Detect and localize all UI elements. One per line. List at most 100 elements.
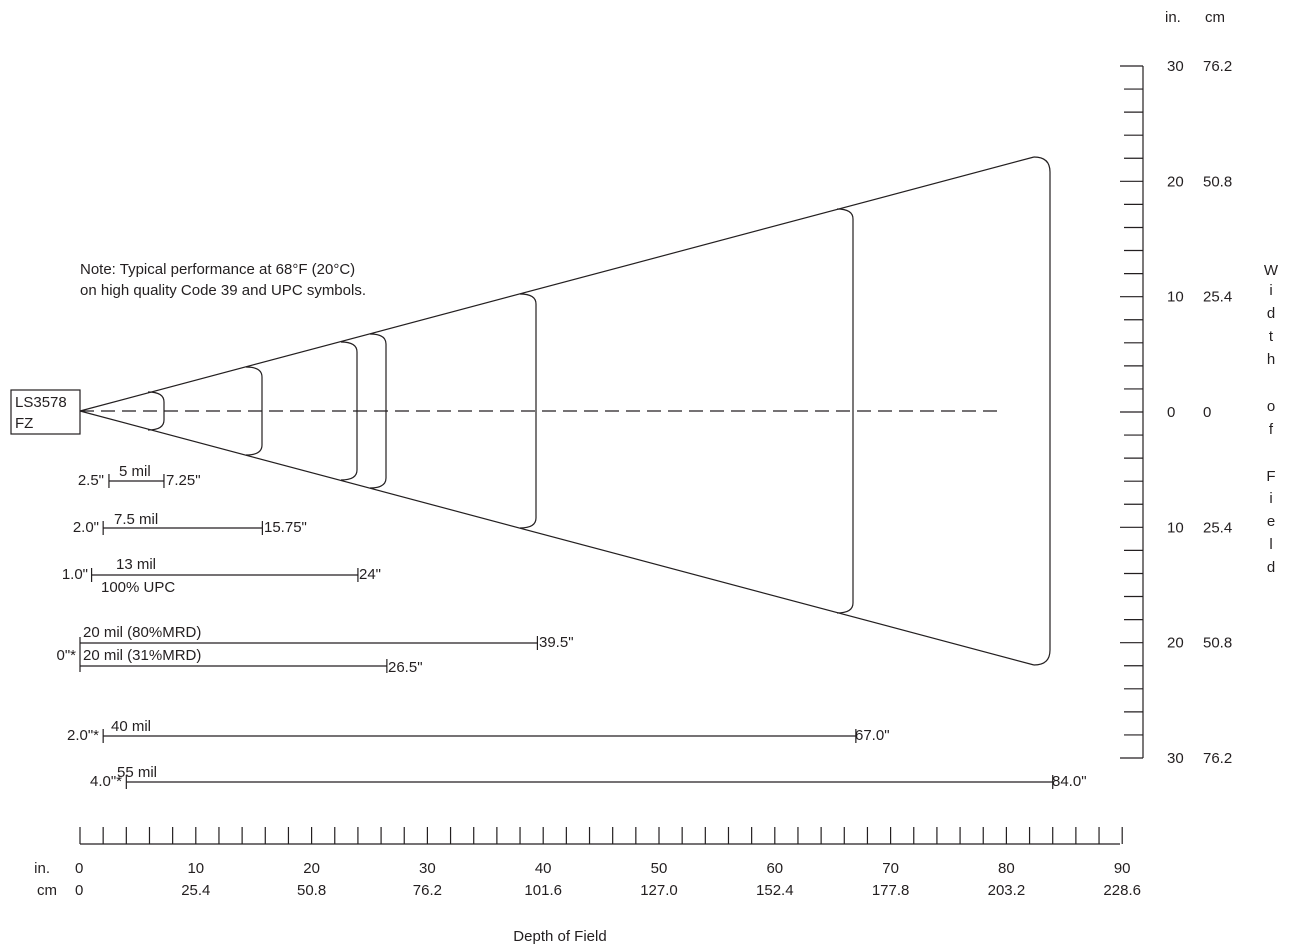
range-start-label: 2.5" [78, 472, 104, 489]
depth-axis: in. cm 0 0 10 25.4 20 50.8 30 76.2 40 101.6 50 127.… [34, 827, 1141, 945]
range-end-label: 15.75" [264, 519, 307, 536]
depth-tick-label-cm: 203.2 [988, 882, 1026, 899]
range-start-label: 0"* [56, 647, 76, 664]
beam-lower-edge [79, 410, 1035, 666]
width-axis-title-char: F [1266, 468, 1275, 485]
range-label: 7.5 mil [114, 511, 158, 528]
depth-tick-label-in: 60 [766, 860, 783, 877]
depth-tick-label-in: 80 [998, 860, 1015, 877]
width-axis-title-char: i [1269, 490, 1272, 507]
width-axis-title-char: h [1267, 351, 1275, 368]
range-20mil-31mrd: 20 mil (31%MRD) 26.5" [79, 637, 423, 676]
width-axis-title-char: o [1267, 398, 1275, 415]
range-40mil: 2.0"* 40 mil 67.0" [67, 718, 890, 744]
beam-boundary-20mil-80mrd [519, 293, 537, 529]
depth-axis-labels: 0 0 10 25.4 20 50.8 30 76.2 40 101.6 50 127.0 60 152.… [75, 860, 1141, 899]
range-label: 55 mil [117, 764, 157, 781]
depth-tick-label-in: 20 [303, 860, 320, 877]
width-tick-label-in: 20 [1167, 173, 1184, 190]
depth-axis-unit-in: in. [34, 860, 50, 877]
beam-boundary-40mil [836, 208, 854, 614]
depth-tick-label-in: 50 [651, 860, 668, 877]
depth-axis-title: Depth of Field [513, 928, 606, 945]
width-tick-label-in: 10 [1167, 519, 1184, 536]
width-axis-title-char: t [1269, 328, 1274, 345]
range-end-label: 24" [359, 566, 381, 583]
range-sublabel: 100% UPC [101, 579, 175, 596]
beam-boundary-7-5mil [245, 366, 263, 456]
depth-tick-label-in: 90 [1114, 860, 1131, 877]
beam-boundary-13mil [340, 341, 358, 481]
width-tick-label-in: 0 [1167, 404, 1175, 421]
scan-beam [79, 156, 1051, 666]
range-7-5mil: 2.0" 7.5 mil 15.75" [73, 511, 307, 536]
width-tick-label-in: 30 [1167, 58, 1184, 75]
range-end-label: 39.5" [539, 634, 574, 651]
width-tick-label-cm: 25.4 [1203, 519, 1232, 536]
width-axis-title-char: d [1267, 559, 1275, 576]
depth-tick-label-cm: 127.0 [640, 882, 678, 899]
width-tick-label-cm: 50.8 [1203, 173, 1232, 190]
range-label: 13 mil [116, 556, 156, 573]
depth-tick-label-in: 30 [419, 860, 436, 877]
scanner-model: LS3578 [15, 394, 67, 411]
scanner-label-box: LS3578 FZ [10, 389, 81, 435]
width-axis-ticks [1120, 65, 1143, 759]
range-label: 40 mil [111, 718, 151, 735]
width-tick-label-cm: 50.8 [1203, 635, 1232, 652]
beam-boundary-20mil-31mrd [369, 333, 387, 489]
width-axis-title-char: i [1269, 282, 1272, 299]
range-5mil: 2.5" 5 mil 7.25" [78, 463, 201, 489]
depth-tick-label-in: 70 [882, 860, 899, 877]
depth-tick-label-cm: 152.4 [756, 882, 794, 899]
range-label: 5 mil [119, 463, 151, 480]
width-axis-unit-cm: cm [1205, 9, 1225, 26]
width-axis-title-char: d [1267, 305, 1275, 322]
depth-tick-label-cm: 25.4 [181, 882, 210, 899]
range-label: 20 mil (80%MRD) [83, 624, 201, 641]
depth-tick-label-cm: 76.2 [413, 882, 442, 899]
scanner-suffix: FZ [15, 415, 33, 432]
range-end-label: 7.25" [166, 472, 201, 489]
width-axis-unit-in: in. [1165, 9, 1181, 26]
depth-tick-label-cm: 0 [75, 882, 83, 899]
width-tick-label-cm: 25.4 [1203, 289, 1232, 306]
depth-tick-label-in: 10 [187, 860, 204, 877]
range-start-label: 2.0"* [67, 727, 99, 744]
width-tick-label-in: 30 [1167, 750, 1184, 767]
width-axis: in. cm 30 76.220 50.810 25.40 010 25.420 50.83… [1120, 9, 1279, 767]
width-axis-title-char: W [1264, 262, 1279, 279]
range-13mil: 1.0" 13 mil 100% UPC 24" [62, 556, 381, 596]
beam-upper-edge [79, 156, 1035, 412]
range-label: 20 mil (31%MRD) [83, 647, 201, 664]
width-axis-title-char: e [1267, 513, 1275, 530]
depth-tick-label-cm: 228.6 [1103, 882, 1141, 899]
range-start-label: 4.0"* [90, 773, 122, 790]
depth-tick-label-in: 0 [75, 860, 83, 877]
width-tick-label-in: 10 [1167, 289, 1184, 306]
note-line-1: Note: Typical performance at 68°F (20°C) [80, 261, 355, 278]
range-end-label: 26.5" [388, 659, 423, 676]
range-end-label: 84.0" [1052, 773, 1087, 790]
depth-tick-label-cm: 101.6 [524, 882, 562, 899]
range-55mil: 4.0"* 55 mil 84.0" [90, 764, 1087, 790]
width-tick-label-cm: 76.2 [1203, 58, 1232, 75]
depth-axis-unit-cm: cm [37, 882, 57, 899]
range-start-label: 1.0" [62, 566, 88, 583]
width-axis-title-char: l [1269, 536, 1272, 553]
note-line-2: on high quality Code 39 and UPC symbols. [80, 282, 366, 299]
depth-axis-ticks [79, 827, 1123, 844]
depth-tick-label-in: 40 [535, 860, 552, 877]
width-tick-label-in: 20 [1167, 635, 1184, 652]
beam-boundary-5mil [147, 391, 165, 431]
range-20mil-80mrd: 0"* 20 mil (80%MRD) 39.5" [56, 624, 573, 664]
width-tick-label-cm: 76.2 [1203, 750, 1232, 767]
range-end-label: 67.0" [855, 727, 890, 744]
range-start-label: 2.0" [73, 519, 99, 536]
depth-tick-label-cm: 177.8 [872, 882, 910, 899]
width-axis-labels: 30 76.2 20 50.8 10 25.4 0 0 10 25.4 20 50.8 30 76.2 [1167, 58, 1232, 767]
beam-boundary-55mil [1033, 156, 1051, 666]
width-tick-label-cm: 0 [1203, 404, 1211, 421]
